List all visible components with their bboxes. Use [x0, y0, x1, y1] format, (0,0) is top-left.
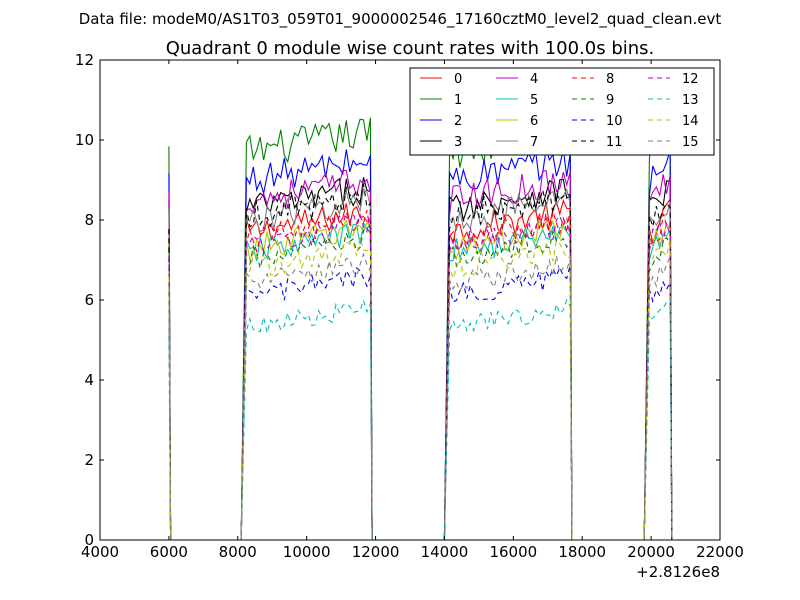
legend-label-module-12: 12 — [682, 72, 699, 87]
y-tick-label: 0 — [84, 531, 94, 549]
series-line-module-5 — [168, 220, 673, 540]
series-line-module-11 — [168, 183, 673, 540]
series-line-module-15 — [168, 252, 673, 540]
figure-suptitle: Data file: modeM0/AS1T03_059T01_90000025… — [79, 10, 722, 29]
series-layer — [168, 117, 673, 540]
legend-frame — [409, 67, 715, 156]
x-tick-label: 12000 — [352, 543, 400, 561]
x-tick-label: 8000 — [219, 543, 257, 561]
y-tick-label: 12 — [75, 51, 94, 69]
legend-label-module-0: 0 — [454, 72, 462, 87]
series-line-module-7 — [168, 187, 673, 540]
legend-label-module-11: 11 — [606, 135, 623, 150]
x-tick-label: 18000 — [558, 543, 606, 561]
legend-label-module-5: 5 — [530, 93, 538, 108]
series-line-module-14 — [168, 237, 673, 540]
x-tick-label: 20000 — [627, 543, 675, 561]
legend-label-module-4: 4 — [530, 72, 538, 87]
legend-label-module-3: 3 — [454, 135, 462, 150]
x-tick-label: 10000 — [283, 543, 331, 561]
series-line-module-13 — [168, 298, 673, 540]
legend-label-module-15: 15 — [682, 135, 699, 150]
legend-label-module-7: 7 — [530, 135, 538, 150]
series-line-module-2 — [168, 148, 673, 540]
series-line-module-12 — [168, 211, 673, 540]
x-tick-label: 4000 — [81, 543, 119, 561]
series-line-module-3 — [168, 177, 673, 540]
series-line-module-4 — [168, 169, 673, 540]
legend-label-module-8: 8 — [606, 72, 614, 87]
legend-label-module-14: 14 — [682, 114, 699, 129]
y-tick-label: 6 — [84, 291, 94, 309]
legend-label-module-6: 6 — [530, 114, 538, 129]
y-tick-label: 8 — [84, 211, 94, 229]
legend-label-module-13: 13 — [682, 93, 699, 108]
x-tick-label: 14000 — [421, 543, 469, 561]
legend-label-module-10: 10 — [606, 114, 623, 129]
y-tick-label: 4 — [84, 371, 94, 389]
legend-label-module-2: 2 — [454, 114, 462, 129]
legend-label-module-1: 1 — [454, 93, 462, 108]
series-line-module-10 — [168, 265, 673, 540]
x-tick-label: 16000 — [489, 543, 537, 561]
x-tick-label: 22000 — [696, 543, 744, 561]
axis-ticks: 4000 6000 8000 10000 12000 14000 16000 18000 200… — [75, 51, 744, 561]
series-line-module-9 — [168, 227, 673, 540]
x-tick-label: 6000 — [150, 543, 188, 561]
chart-title: Quadrant 0 module wise count rates with … — [166, 38, 655, 59]
legend-label-module-9: 9 — [606, 93, 614, 108]
y-tick-label: 10 — [75, 131, 94, 149]
x-offset-label: +2.8126e8 — [636, 563, 720, 581]
y-tick-label: 2 — [84, 451, 94, 469]
